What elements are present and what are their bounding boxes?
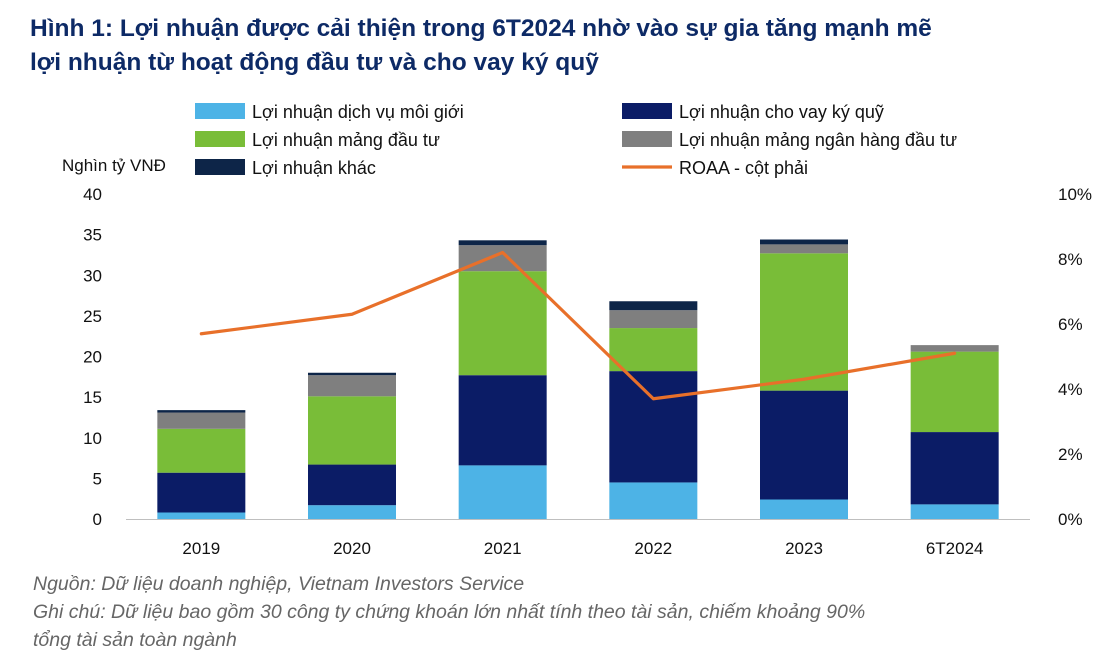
bar-segment-1 xyxy=(458,465,547,519)
bar-segment-5 xyxy=(609,301,698,311)
bar-segment-5 xyxy=(458,240,547,246)
bar-segment-3 xyxy=(760,253,848,391)
y2-tick-label: 8% xyxy=(1058,250,1083,269)
x-tick-label: 2023 xyxy=(785,539,823,558)
y-tick-label: 0 xyxy=(93,510,102,529)
legend-label-4: Lợi nhuận mảng ngân hàng đầu tư xyxy=(679,130,957,150)
y2-tick-label: 10% xyxy=(1058,185,1092,204)
chart-title-line-2: lợi nhuận từ hoạt động đầu tư và cho vay… xyxy=(30,49,599,76)
x-tick-label: 6T2024 xyxy=(926,539,984,558)
bar-segment-3 xyxy=(910,351,999,433)
bar-segment-2 xyxy=(760,390,848,500)
y-tick-label: 15 xyxy=(83,388,102,407)
bar-segment-2 xyxy=(458,375,547,466)
bar-segment-4 xyxy=(157,412,246,429)
y-tick-label: 40 xyxy=(83,185,102,204)
y2-tick-label: 0% xyxy=(1058,510,1083,529)
bar-segment-4 xyxy=(760,244,848,254)
legend-label-3: Lợi nhuận mảng đầu tư xyxy=(252,130,440,150)
y-tick-label: 10 xyxy=(83,429,102,448)
bar-segment-2 xyxy=(910,432,999,505)
footnote-line-2: tổng tài sản toàn ngành xyxy=(33,629,237,651)
bar-segment-1 xyxy=(609,482,698,519)
legend-label-6: ROAA - cột phải xyxy=(679,158,808,178)
bar-segment-3 xyxy=(458,271,547,376)
y-tick-label: 25 xyxy=(83,307,102,326)
x-tick-label: 2019 xyxy=(182,539,220,558)
legend-swatch-4 xyxy=(622,131,672,147)
y2-tick-label: 4% xyxy=(1058,380,1083,399)
bar-segment-5 xyxy=(157,410,246,413)
x-tick-label: 2021 xyxy=(484,539,522,558)
legend-label-5: Lợi nhuận khác xyxy=(252,158,376,178)
y-axis-title: Nghìn tỷ VNĐ xyxy=(62,156,166,175)
x-tick-label: 2022 xyxy=(634,539,672,558)
bar-segment-1 xyxy=(760,499,848,519)
x-tick-label: 2020 xyxy=(333,539,371,558)
bar-segment-1 xyxy=(157,512,246,519)
bar-segment-3 xyxy=(157,428,246,473)
y-tick-label: 5 xyxy=(93,469,102,488)
bar-segment-1 xyxy=(910,504,999,519)
footnote-line-1: Ghi chú: Dữ liệu bao gồm 30 công ty chứn… xyxy=(33,601,866,623)
source-note: Nguồn: Dữ liệu doanh nghiệp, Vietnam Inv… xyxy=(33,573,525,595)
bar-segment-4 xyxy=(308,375,396,397)
bar-segment-4 xyxy=(910,345,999,352)
bar-segment-5 xyxy=(308,372,396,376)
bar-segment-3 xyxy=(308,396,396,465)
legend-swatch-1 xyxy=(195,103,245,119)
bar-segment-5 xyxy=(760,239,848,245)
legend-swatch-3 xyxy=(195,131,245,147)
bar-segment-4 xyxy=(609,310,698,329)
chart-notes: Nguồn: Dữ liệu doanh nghiệp, Vietnam Inv… xyxy=(33,570,1103,654)
legend-label-2: Lợi nhuận cho vay ký quỹ xyxy=(679,102,884,122)
chart-title-line-1: Hình 1: Lợi nhuận được cải thiện trong 6… xyxy=(30,15,932,42)
y-tick-label: 35 xyxy=(83,226,102,245)
chart-title: Hình 1: Lợi nhuận được cải thiện trong 6… xyxy=(30,12,1100,80)
bar-segment-2 xyxy=(157,472,246,513)
bar-segment-4 xyxy=(458,245,547,272)
y2-tick-label: 2% xyxy=(1058,445,1083,464)
roaa-line xyxy=(199,250,957,401)
bar-segment-1 xyxy=(308,505,396,519)
legend-swatch-5 xyxy=(195,159,245,175)
bar-segment-2 xyxy=(308,464,396,506)
bar-segment-2 xyxy=(609,371,698,483)
y-tick-label: 30 xyxy=(83,266,102,285)
legend-label-1: Lợi nhuận dịch vụ môi giới xyxy=(252,102,464,122)
y-tick-label: 20 xyxy=(83,348,102,367)
bar-segment-3 xyxy=(609,328,698,372)
legend-swatch-2 xyxy=(622,103,672,119)
y2-tick-label: 6% xyxy=(1058,315,1083,334)
